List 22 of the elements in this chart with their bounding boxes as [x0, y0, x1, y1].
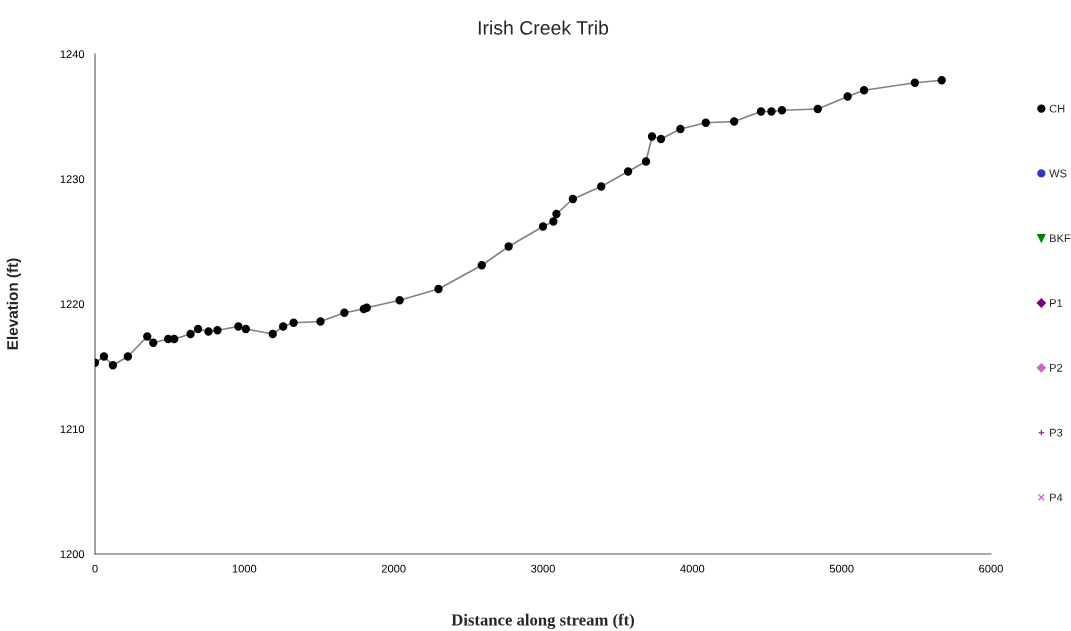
legend-label: CH [1049, 104, 1065, 113]
x-tick-label: 6000 [979, 564, 1003, 573]
legend-label: P4 [1050, 493, 1063, 502]
y-tick-label: 1240 [60, 50, 85, 59]
x-tick-label: 4000 [680, 564, 705, 573]
y-tick-label: 1220 [60, 300, 85, 309]
x-axis-title: Distance along stream (ft) [451, 613, 634, 630]
legend-label: P2 [1050, 363, 1063, 372]
x-tick-label: 3000 [531, 564, 555, 573]
x-tick-label: 2000 [381, 564, 406, 573]
x-tick-label: 5000 [829, 564, 854, 573]
x-tick-label: 0 [92, 564, 98, 573]
legend-label: P1 [1050, 299, 1063, 307]
legend-label: P3 [1050, 428, 1063, 437]
x-tick-label: 1000 [232, 564, 257, 573]
chart-title: Irish Creek Trib [478, 20, 609, 35]
y-tick-label: 1210 [60, 425, 85, 434]
legend-label: BKF [1050, 234, 1071, 243]
legend-label: WS [1049, 169, 1067, 178]
y-tick-label: 1230 [60, 175, 85, 184]
y-tick-label: 1200 [60, 550, 85, 559]
y-axis-title: Elevation (ft) [6, 258, 21, 350]
